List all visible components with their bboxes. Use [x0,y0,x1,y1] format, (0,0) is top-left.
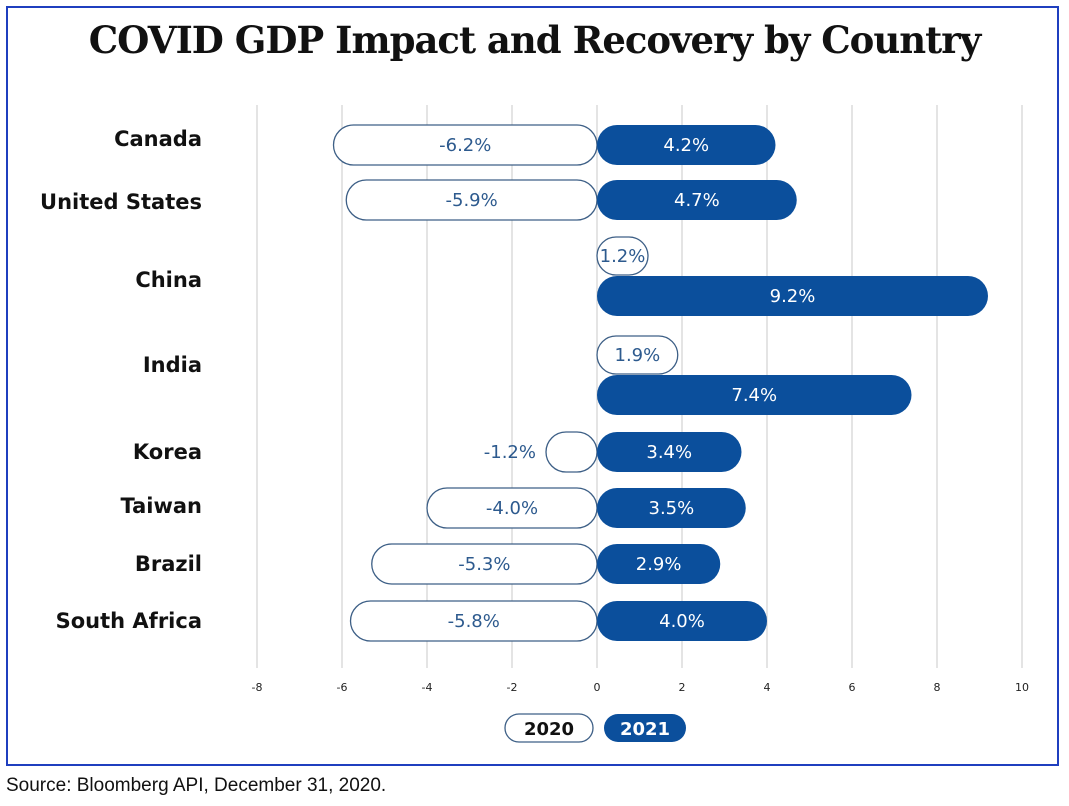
data-label-2021: 3.4% [646,442,692,463]
data-label-2020: -6.2% [439,135,491,156]
data-label-2020: -5.9% [446,190,498,211]
data-label-2021: 4.7% [674,190,720,211]
x-tick-label: 4 [764,681,771,694]
category-label: Brazil [135,552,202,576]
data-label-2021: 4.0% [659,611,705,632]
data-label-2021: 4.2% [663,135,709,156]
bar-2020 [596,335,679,375]
x-tick-label: -6 [337,681,348,694]
x-tick-label: 6 [849,681,856,694]
x-tick-label: 10 [1015,681,1029,694]
data-label-2020: -5.3% [458,554,510,575]
data-label-2020: 1.9% [615,345,661,366]
data-label-2020: -1.2% [484,442,536,463]
data-label-2021: 2.9% [636,554,682,575]
legend-swatch-2020 [504,713,594,743]
x-tick-label: 0 [594,681,601,694]
bar-2021 [597,180,797,220]
data-label-2020: 1.2% [600,246,646,267]
legend-label-2020: 2020 [524,719,574,740]
category-label: United States [40,190,202,214]
bar-2021 [597,276,988,316]
data-label-2021: 7.4% [731,385,777,406]
bar-2021 [597,544,721,584]
x-tick-label: -4 [422,681,433,694]
bar-2021 [597,125,776,165]
legend-label-2021: 2021 [620,719,670,740]
legend-swatch-2021 [604,714,686,742]
data-label-2020: -5.8% [448,611,500,632]
chart-frame [6,6,1059,766]
bar-2020 [596,236,649,276]
category-label: Canada [114,127,202,151]
category-label: India [143,353,202,377]
category-label: Korea [133,440,202,464]
bar-2020 [545,431,598,473]
data-label-2020: -4.0% [486,498,538,519]
x-tick-label: 8 [934,681,941,694]
x-tick-label: -2 [507,681,518,694]
data-label-2021: 3.5% [649,498,695,519]
x-tick-label: 2 [679,681,686,694]
bar-2021 [597,432,742,472]
chart-title: COVID GDP Impact and Recovery by Country [88,18,982,62]
source-note: Source: Bloomberg API, December 31, 2020… [6,775,387,796]
category-label: Taiwan [120,494,202,518]
bar-2021 [597,601,767,641]
bar-2021 [597,375,912,415]
x-tick-label: -8 [252,681,263,694]
bar-2021 [597,488,746,528]
category-label: South Africa [56,609,202,633]
category-label: China [135,268,202,292]
data-label-2021: 9.2% [770,286,816,307]
